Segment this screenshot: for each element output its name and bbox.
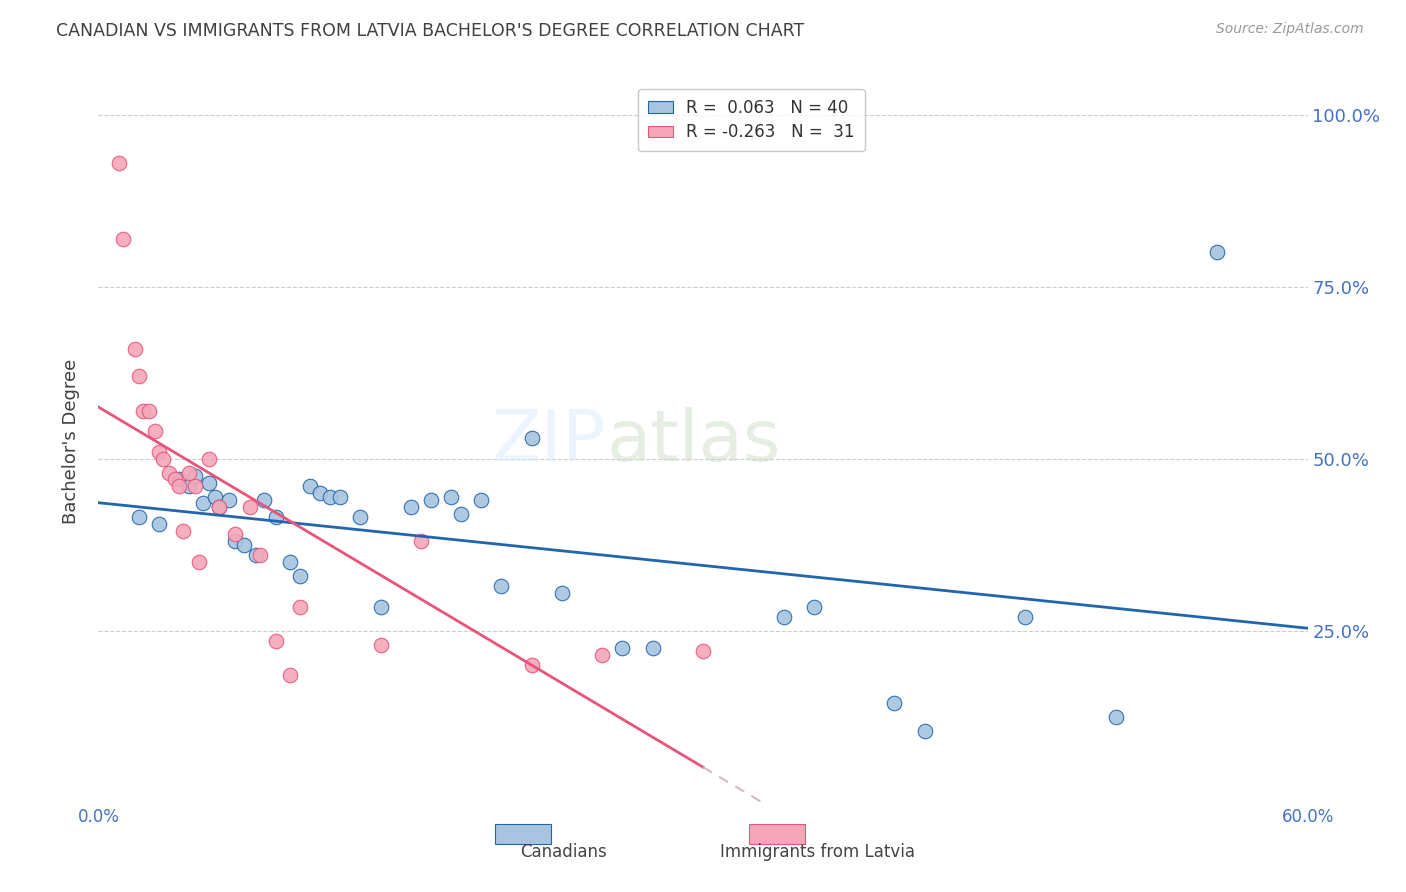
- Point: [278, 555, 301, 569]
- Point: [319, 490, 342, 504]
- Point: [172, 524, 194, 538]
- Point: [914, 723, 936, 738]
- Point: [520, 431, 543, 445]
- Text: Canadians: Canadians: [520, 843, 607, 861]
- Point: [167, 472, 190, 486]
- Point: [440, 490, 463, 504]
- Point: [420, 493, 443, 508]
- Point: [264, 634, 287, 648]
- Point: [198, 451, 221, 466]
- Point: [132, 403, 155, 417]
- FancyBboxPatch shape: [749, 823, 804, 844]
- Point: [138, 403, 160, 417]
- Point: [1105, 710, 1128, 724]
- Point: [232, 538, 254, 552]
- Point: [218, 493, 240, 508]
- Point: [253, 493, 276, 508]
- Point: [167, 479, 190, 493]
- Point: [148, 445, 170, 459]
- Point: [188, 555, 211, 569]
- Point: [692, 644, 714, 658]
- Point: [491, 579, 513, 593]
- Point: [193, 496, 215, 510]
- Point: [399, 500, 422, 514]
- Text: Immigrants from Latvia: Immigrants from Latvia: [720, 843, 915, 861]
- Point: [288, 599, 311, 614]
- Point: [184, 479, 207, 493]
- Text: Source: ZipAtlas.com: Source: ZipAtlas.com: [1216, 22, 1364, 37]
- Point: [641, 640, 664, 655]
- Legend: R =  0.063   N = 40, R = -0.263   N =  31: R = 0.063 N = 40, R = -0.263 N = 31: [638, 88, 865, 152]
- Point: [264, 510, 287, 524]
- Point: [198, 475, 221, 490]
- Point: [148, 517, 170, 532]
- Point: [204, 490, 226, 504]
- Point: [329, 490, 352, 504]
- Point: [163, 472, 186, 486]
- Y-axis label: Bachelor's Degree: Bachelor's Degree: [62, 359, 80, 524]
- Point: [239, 500, 262, 514]
- Point: [107, 156, 129, 170]
- Text: ZIP: ZIP: [492, 407, 606, 476]
- Point: [224, 534, 246, 549]
- Point: [152, 451, 174, 466]
- Point: [143, 424, 166, 438]
- Point: [520, 658, 543, 673]
- Point: [1206, 245, 1229, 260]
- Point: [179, 466, 201, 480]
- Point: [208, 500, 231, 514]
- Point: [184, 469, 207, 483]
- Point: [370, 638, 392, 652]
- Point: [883, 696, 905, 710]
- Point: [124, 342, 146, 356]
- Point: [128, 369, 150, 384]
- Point: [245, 548, 267, 562]
- Text: CANADIAN VS IMMIGRANTS FROM LATVIA BACHELOR'S DEGREE CORRELATION CHART: CANADIAN VS IMMIGRANTS FROM LATVIA BACHE…: [56, 22, 804, 40]
- Point: [612, 640, 634, 655]
- Point: [772, 610, 794, 624]
- Point: [591, 648, 613, 662]
- Point: [157, 466, 180, 480]
- FancyBboxPatch shape: [495, 823, 551, 844]
- Point: [409, 534, 432, 549]
- Point: [128, 510, 150, 524]
- Point: [179, 479, 201, 493]
- Point: [551, 586, 574, 600]
- Point: [111, 231, 134, 245]
- Point: [288, 568, 311, 582]
- Point: [349, 510, 371, 524]
- Point: [278, 668, 301, 682]
- Point: [208, 500, 231, 514]
- Point: [470, 493, 492, 508]
- Point: [224, 527, 246, 541]
- Point: [450, 507, 472, 521]
- Text: atlas: atlas: [606, 407, 780, 476]
- Point: [299, 479, 322, 493]
- Point: [803, 599, 825, 614]
- Point: [309, 486, 332, 500]
- Point: [1014, 610, 1036, 624]
- Point: [249, 548, 271, 562]
- Point: [370, 599, 392, 614]
